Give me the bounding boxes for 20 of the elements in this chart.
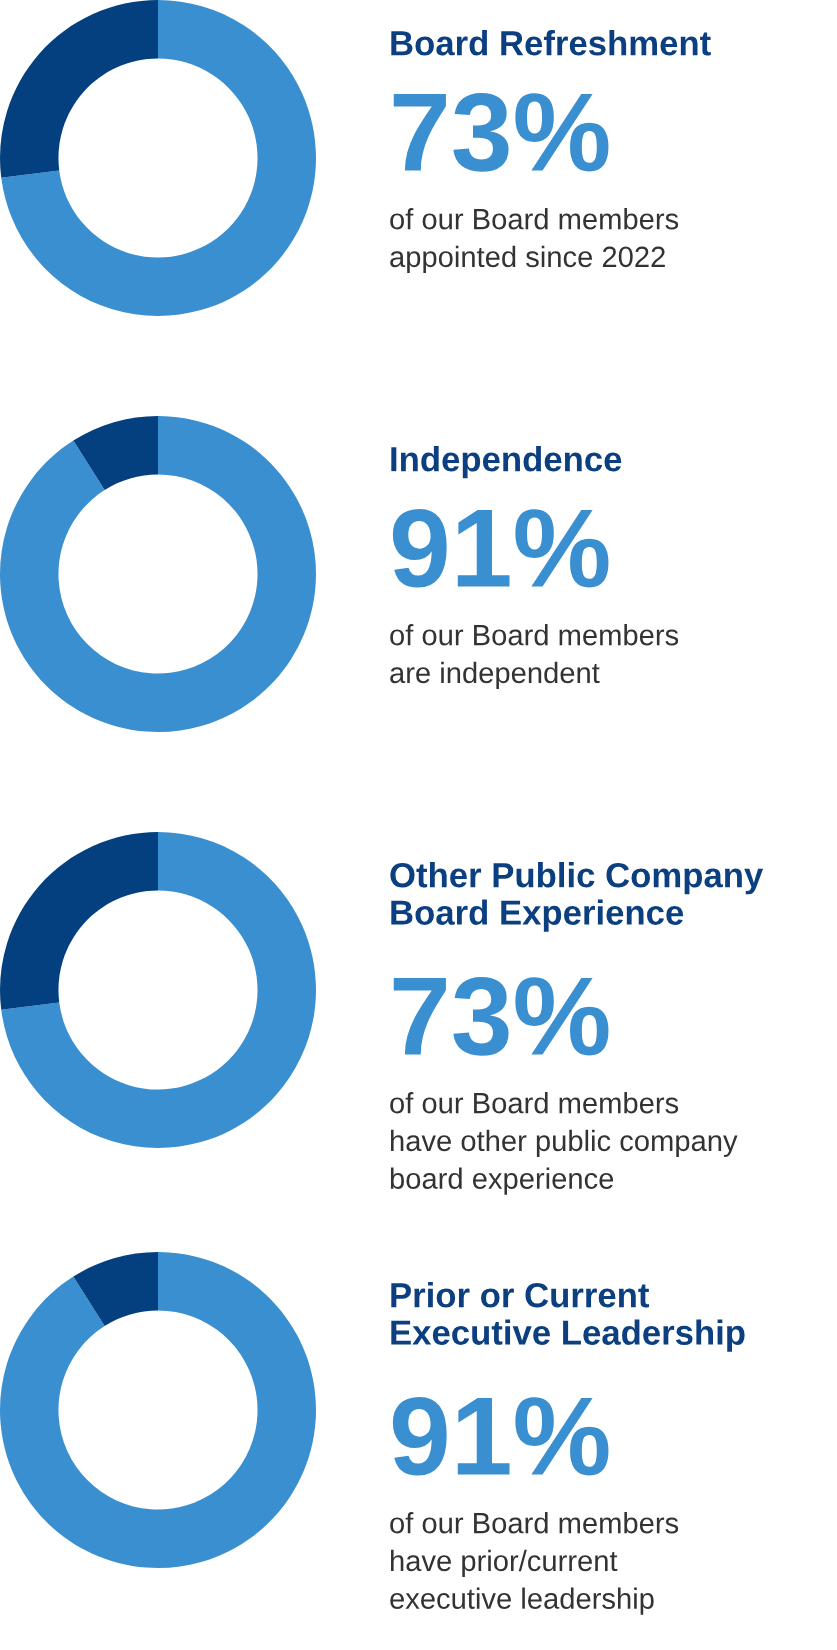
text: Other Public Company Board Experience bbox=[390, 862, 764, 932]
data-label: 91% bbox=[392, 1396, 609, 1476]
donut-slice bbox=[0, 416, 316, 732]
text: Prior or Current Executive Leadership bbox=[391, 1282, 745, 1352]
donut-slice bbox=[1, 832, 316, 1148]
donut-slice bbox=[73, 1252, 158, 1326]
text: of our Board members have other public company board experience bbox=[390, 1092, 738, 1195]
text: Board Refreshment bbox=[391, 30, 711, 56]
donut-slice bbox=[1, 0, 316, 316]
donut-slice bbox=[0, 1252, 316, 1568]
text: of our Board members appointed since 2022 bbox=[390, 208, 679, 273]
text: Independence bbox=[391, 446, 622, 479]
data-label: 91% bbox=[392, 508, 609, 588]
donut-slice bbox=[0, 0, 158, 178]
text: of our Board members have prior/current executive leadership bbox=[390, 1512, 679, 1615]
data-label: 73% bbox=[393, 976, 609, 1056]
donut-slice bbox=[73, 416, 158, 490]
donut-slice bbox=[0, 832, 158, 1010]
data-label: 73% bbox=[393, 92, 609, 172]
text: of our Board members are independent bbox=[390, 624, 679, 689]
